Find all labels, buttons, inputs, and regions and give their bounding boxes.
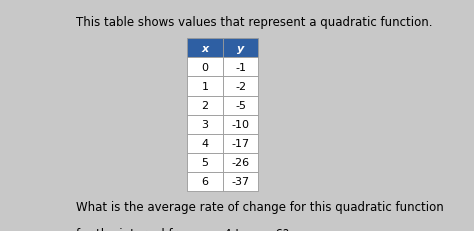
Bar (223, 39, 258, 58)
Bar (187, 39, 223, 58)
Bar (223, 134, 258, 153)
Text: 2: 2 (201, 100, 209, 111)
Text: What is the average rate of change for this quadratic function: What is the average rate of change for t… (76, 200, 444, 213)
Bar (187, 96, 223, 115)
Bar (187, 134, 223, 153)
Bar (223, 153, 258, 172)
Bar (223, 96, 258, 115)
Text: -10: -10 (232, 119, 249, 130)
Bar (223, 172, 258, 191)
Bar (223, 58, 258, 77)
Text: 1: 1 (201, 82, 209, 92)
Text: 0: 0 (201, 63, 209, 73)
Bar (187, 77, 223, 96)
Text: -17: -17 (231, 138, 250, 149)
Bar (223, 115, 258, 134)
Text: 6: 6 (201, 176, 209, 186)
Bar (187, 172, 223, 191)
Text: -37: -37 (231, 176, 250, 186)
Bar (187, 58, 223, 77)
Text: This table shows values that represent a quadratic function.: This table shows values that represent a… (76, 16, 432, 29)
Text: -2: -2 (235, 82, 246, 92)
Text: 5: 5 (201, 157, 209, 167)
Text: y: y (237, 44, 244, 54)
Text: 3: 3 (201, 119, 209, 130)
Text: -1: -1 (235, 63, 246, 73)
Text: for the interval from x = 4 to x = 6?: for the interval from x = 4 to x = 6? (76, 227, 289, 231)
Text: 4: 4 (201, 138, 209, 149)
Bar (187, 115, 223, 134)
Bar (223, 77, 258, 96)
Text: -26: -26 (231, 157, 250, 167)
Bar (187, 153, 223, 172)
Text: x: x (201, 44, 209, 54)
Text: -5: -5 (235, 100, 246, 111)
